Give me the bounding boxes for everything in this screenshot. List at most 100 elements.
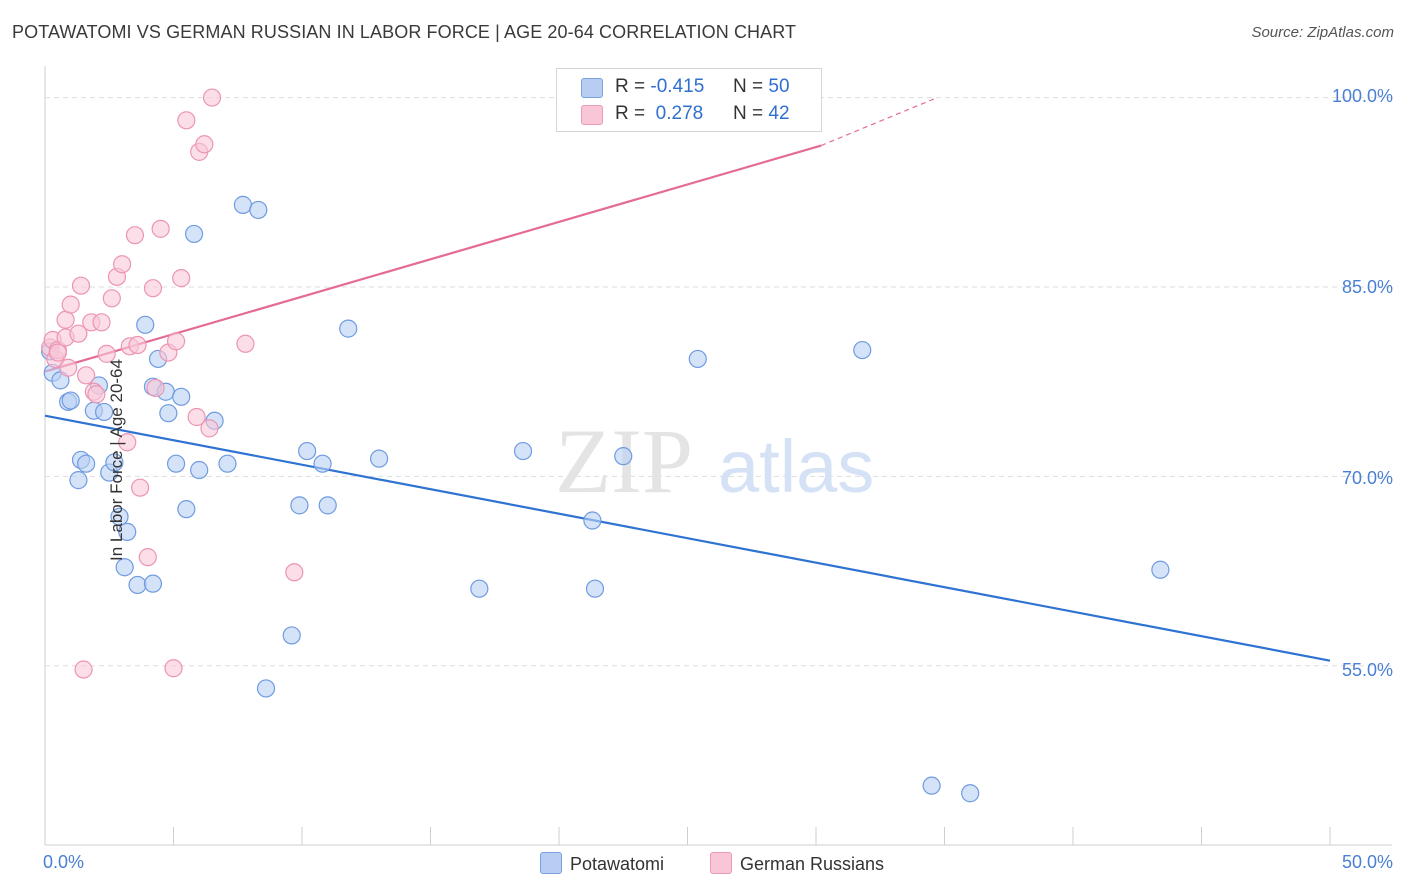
legend-row-potawatomi: R = -0.415 N = 50 — [557, 74, 821, 100]
legend-swatch-potawatomi — [581, 78, 603, 98]
trend-line-extension — [820, 98, 935, 147]
data-point — [74, 660, 93, 679]
data-point — [313, 454, 332, 473]
data-point — [56, 310, 75, 329]
data-point — [513, 441, 533, 461]
data-point — [151, 219, 170, 238]
y-tick-label-55: 55.0% — [1341, 660, 1393, 680]
data-point — [128, 335, 147, 355]
data-point — [105, 453, 124, 472]
data-point — [298, 441, 317, 461]
data-point — [95, 402, 114, 422]
data-point — [202, 88, 222, 107]
trend-line-german-russians — [44, 144, 822, 373]
data-point — [236, 334, 255, 353]
data-point — [256, 679, 276, 698]
data-point — [112, 255, 132, 274]
data-point — [172, 269, 191, 288]
data-point — [249, 200, 268, 220]
data-point — [166, 454, 186, 473]
data-points — [41, 88, 1170, 803]
axes — [44, 66, 1392, 846]
data-point — [583, 511, 602, 530]
x-tick-label-0: 0.0% — [43, 852, 85, 872]
data-point — [128, 575, 147, 595]
data-point — [143, 279, 163, 298]
watermark-atlas: atlas — [718, 425, 874, 508]
data-point — [585, 579, 605, 598]
data-point — [130, 478, 150, 497]
bottom-legend-label-potawatomi: Potawatomi — [570, 854, 665, 874]
data-point — [470, 579, 489, 598]
data-point — [110, 507, 129, 526]
legend-n: N = 42 — [733, 103, 790, 124]
data-point — [184, 224, 204, 244]
data-point — [92, 313, 111, 332]
data-point — [77, 454, 96, 473]
data-point — [59, 358, 78, 377]
data-point — [138, 548, 157, 567]
bottom-legend-german-russians: German Russians — [710, 852, 884, 875]
bottom-legend-potawatomi: Potawatomi — [540, 852, 664, 875]
data-point — [688, 349, 707, 369]
data-point — [102, 289, 121, 308]
y-tick-label-100: 100.0% — [1331, 86, 1393, 106]
legend-n-value: 50 — [768, 76, 790, 97]
data-point — [290, 496, 309, 515]
data-point — [69, 471, 88, 490]
series-german-russians — [41, 88, 304, 679]
data-point — [177, 500, 196, 519]
data-point — [136, 315, 155, 334]
data-point — [97, 344, 116, 363]
chart-title: POTAWATOMI VS GERMAN RUSSIAN IN LABOR FO… — [12, 22, 797, 42]
trend-line-potawatomi — [44, 414, 1331, 662]
bottom-legend-swatch-german-russians — [710, 852, 732, 874]
data-point — [339, 319, 358, 338]
data-point — [87, 385, 106, 404]
data-point — [922, 776, 941, 795]
data-point — [190, 460, 209, 480]
bottom-legend-label-german-russians: German Russians — [740, 854, 885, 874]
data-point — [71, 276, 91, 295]
data-point — [177, 111, 196, 130]
data-point — [166, 332, 186, 351]
data-point — [118, 522, 137, 541]
data-point — [146, 378, 165, 398]
x-tick-label-50: 50.0% — [1341, 852, 1393, 872]
legend-swatch-german-russians — [581, 105, 603, 125]
data-point — [118, 433, 137, 452]
legend-n: N = 50 — [733, 76, 790, 97]
data-point — [61, 391, 80, 410]
legend-r: R = 0.278 — [615, 103, 704, 124]
data-point — [200, 419, 219, 438]
data-point — [164, 659, 183, 678]
y-tick-label-70: 70.0% — [1341, 468, 1393, 488]
data-point — [282, 626, 301, 645]
y-tick-label-85: 85.0% — [1341, 277, 1393, 297]
trend-lines — [44, 98, 1331, 662]
watermark: ZIP atlas — [555, 410, 874, 512]
data-point — [961, 784, 980, 803]
legend-r-value: 0.278 — [655, 103, 704, 124]
data-point — [159, 404, 178, 423]
y-axis-label: In Labor Force | Age 20-64 — [106, 359, 126, 561]
source-label: Source: ZipAtlas.com — [1251, 24, 1394, 41]
data-point — [115, 558, 134, 577]
data-point — [195, 135, 214, 154]
bottom-legend-swatch-potawatomi — [540, 852, 562, 874]
legend-row-german-russians: R = 0.278 N = 42 — [557, 101, 821, 127]
data-point — [285, 563, 304, 582]
data-point — [69, 324, 88, 343]
data-point — [77, 366, 96, 385]
data-point — [370, 449, 389, 468]
data-point — [125, 226, 145, 245]
data-point — [233, 195, 252, 214]
data-point — [1151, 560, 1170, 579]
legend-r-value: -0.415 — [650, 76, 705, 97]
legend-n-value: 42 — [768, 103, 790, 124]
data-point — [48, 343, 67, 362]
legend-r: R = -0.415 — [615, 76, 705, 97]
stats-legend: R = -0.415 N = 50 R = 0.278 N = 42 — [556, 68, 822, 132]
data-point — [318, 496, 337, 515]
